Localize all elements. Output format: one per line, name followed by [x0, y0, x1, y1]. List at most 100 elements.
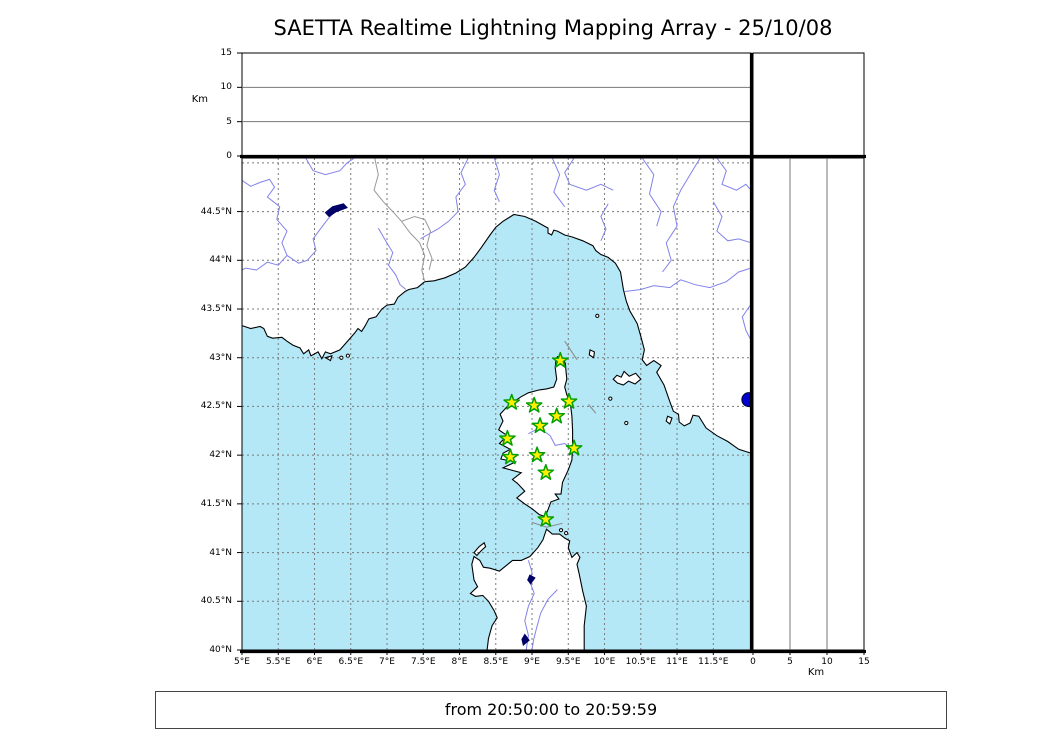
river	[524, 560, 535, 650]
station-star	[503, 393, 521, 410]
river	[741, 303, 751, 341]
river	[662, 158, 701, 273]
lat-tick-label: 42.5°N	[200, 401, 232, 412]
time-range-text: from 20:50:00 to 20:59:59	[444, 700, 658, 719]
lat-tick-label: 44°N	[209, 255, 232, 266]
river	[437, 158, 469, 230]
station-star	[565, 439, 583, 456]
map-line-feature	[564, 340, 578, 360]
altitude-tick-label: 15	[220, 48, 232, 58]
page-title: SAETTA Realtime Lightning Mapping Array …	[273, 16, 833, 40]
station-star	[501, 448, 519, 465]
altitude-axis-label-right: Km	[807, 667, 825, 678]
altitude-axis-label-left: Km	[191, 94, 208, 105]
corner-frame	[752, 52, 865, 157]
station-star	[528, 446, 546, 463]
river	[600, 203, 609, 241]
lon-tick-label: 7°E	[379, 657, 395, 667]
altitude-tick-label: 0	[226, 151, 232, 161]
river	[641, 158, 662, 227]
land-sardinia	[470, 529, 587, 650]
lon-tick-label: 7.5°E	[411, 657, 436, 667]
altitude-tick-label: 5	[787, 657, 793, 667]
thick-frame-lines	[240, 53, 866, 654]
lon-tick-label: 8°E	[451, 657, 468, 667]
river	[531, 589, 558, 650]
lat-tick-label: 41°N	[209, 547, 232, 558]
lat-tick-label: 43°N	[209, 352, 232, 363]
lat-tick-label: 40°N	[209, 645, 232, 655]
altitude-tick-label: 5	[226, 116, 232, 127]
station-star	[499, 429, 516, 446]
river	[624, 267, 751, 292]
small-island	[624, 420, 629, 426]
admin-border	[401, 215, 433, 271]
lon-tick-label: 10.5°E	[625, 657, 656, 667]
river	[377, 227, 407, 290]
small-island	[558, 528, 564, 533]
river	[712, 201, 751, 244]
station-markers	[499, 351, 583, 527]
map-gridlines	[242, 158, 751, 650]
time-range-box: from 20:50:00 to 20:59:59	[155, 691, 947, 729]
altitude-latitude-panel	[752, 157, 865, 655]
coastline-capraia	[588, 349, 595, 359]
altitude-tick-label: 10	[821, 657, 833, 667]
altitude-longitude-panel	[237, 52, 752, 157]
lon-tick-label: 6.5°E	[338, 657, 364, 667]
map-line-feature	[588, 404, 597, 414]
river	[242, 178, 288, 271]
map-panel	[242, 158, 751, 650]
lat-tick-label: 42°N	[209, 450, 232, 461]
small-island	[564, 530, 569, 536]
lon-tick-label: 8.5°E	[483, 657, 509, 667]
coastline-corsica	[497, 356, 574, 518]
coastline-sardinia	[469, 528, 587, 650]
coastline-elba	[612, 370, 642, 386]
lat-tick-label: 43.5°N	[200, 304, 232, 314]
altitude-tick-label: 15	[858, 657, 870, 667]
station-star	[537, 463, 555, 480]
river	[564, 158, 614, 191]
lat-tick-label: 41.5°N	[200, 498, 232, 509]
land-corsica	[498, 356, 573, 517]
river	[551, 158, 566, 207]
land-mainland	[242, 158, 751, 454]
coastline-giglio	[665, 415, 673, 425]
river	[493, 158, 500, 203]
altitude-tick-label: 0	[750, 657, 756, 667]
lon-tick-label: 5°E	[234, 657, 250, 667]
right-panel-frame	[752, 157, 865, 651]
altitude-tick-label: 10	[220, 82, 232, 93]
coastline-asinara	[473, 541, 487, 557]
lake	[521, 633, 530, 646]
small-island	[595, 313, 600, 318]
lat-tick-label: 40.5°N	[200, 596, 232, 607]
lon-tick-label: 9.5°E	[556, 657, 581, 667]
station-star	[551, 351, 569, 368]
lake	[527, 574, 536, 585]
small-island	[608, 396, 613, 401]
river	[305, 158, 355, 176]
river	[286, 211, 336, 264]
river	[716, 158, 751, 191]
lat-tick-label: 44.5°N	[200, 206, 232, 217]
land-elba	[613, 371, 641, 385]
lightning-event-dot	[741, 392, 751, 408]
lon-tick-label: 5.5°E	[266, 657, 291, 667]
station-star	[548, 407, 566, 424]
land-asinara	[474, 542, 486, 556]
small-island	[345, 353, 350, 358]
lon-tick-label: 9°E	[524, 657, 540, 667]
coastline-mainland	[242, 158, 751, 454]
coastline-porquerolles	[323, 354, 333, 362]
map-line-feature	[531, 521, 563, 528]
station-star	[560, 392, 578, 409]
lon-tick-label: 11.5°E	[698, 657, 729, 667]
lon-tick-label: 6°E	[306, 657, 323, 667]
corner-panel	[752, 52, 865, 157]
station-star	[525, 396, 543, 413]
lake	[324, 203, 348, 218]
